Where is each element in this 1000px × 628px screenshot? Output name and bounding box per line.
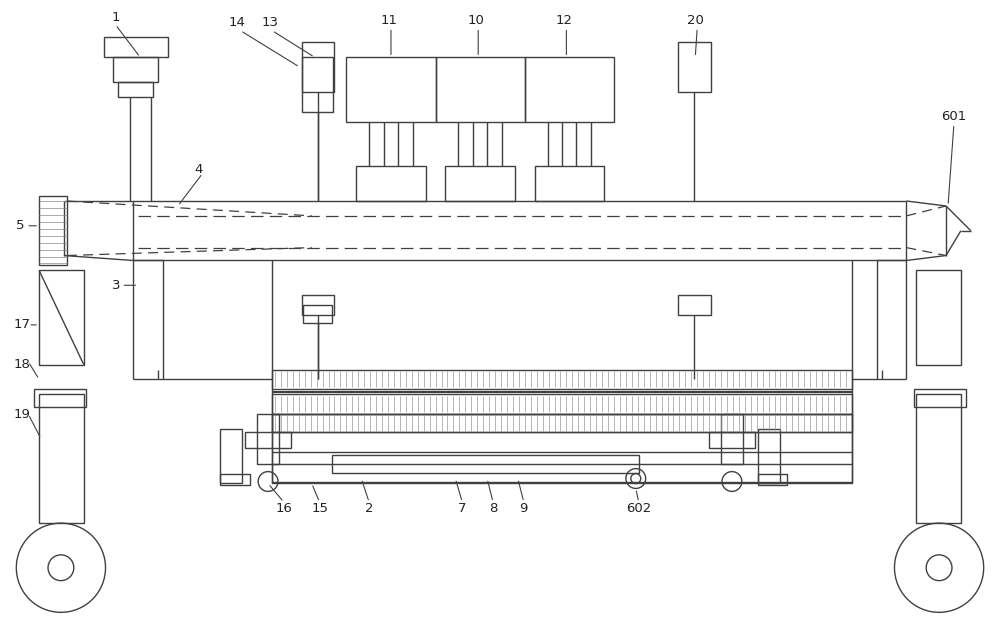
Bar xyxy=(245,432,291,448)
Text: 19: 19 xyxy=(14,408,31,421)
Bar xyxy=(758,429,780,484)
Text: 14: 14 xyxy=(229,16,246,29)
Text: 7: 7 xyxy=(458,502,467,515)
Text: 15: 15 xyxy=(311,502,328,515)
Bar xyxy=(302,57,333,112)
Bar xyxy=(332,455,639,473)
Text: 3: 3 xyxy=(112,279,121,292)
Bar xyxy=(916,394,961,523)
Bar xyxy=(721,414,743,463)
Bar xyxy=(133,201,906,261)
Text: 18: 18 xyxy=(14,358,31,371)
Bar xyxy=(709,432,755,448)
Bar xyxy=(220,429,242,484)
Text: 11: 11 xyxy=(380,14,397,27)
Bar xyxy=(272,394,852,414)
Bar xyxy=(272,414,852,484)
Text: 2: 2 xyxy=(365,502,373,515)
Bar xyxy=(39,271,84,364)
Text: 16: 16 xyxy=(275,502,292,515)
Bar xyxy=(257,414,279,463)
Bar xyxy=(916,271,961,364)
Bar xyxy=(436,57,525,122)
Bar xyxy=(678,43,711,92)
Text: 9: 9 xyxy=(520,502,528,515)
Text: 20: 20 xyxy=(687,14,704,27)
Bar xyxy=(104,38,168,57)
Bar xyxy=(914,389,966,407)
Bar xyxy=(678,295,711,315)
Text: 13: 13 xyxy=(262,16,279,29)
Bar xyxy=(34,389,86,407)
Bar xyxy=(220,474,250,485)
Text: 602: 602 xyxy=(626,502,651,515)
Bar xyxy=(302,295,334,315)
Bar xyxy=(302,43,334,92)
Bar xyxy=(39,394,84,523)
Bar xyxy=(356,166,426,201)
Bar xyxy=(303,305,332,323)
Text: 10: 10 xyxy=(468,14,485,27)
Bar xyxy=(113,57,158,82)
Text: 17: 17 xyxy=(14,318,31,332)
Text: 8: 8 xyxy=(489,502,497,515)
Bar xyxy=(272,414,852,432)
Bar xyxy=(535,166,604,201)
Bar xyxy=(118,82,153,97)
Text: 1: 1 xyxy=(111,11,120,24)
Bar xyxy=(758,474,787,485)
Text: 5: 5 xyxy=(16,219,25,232)
Bar xyxy=(445,166,515,201)
Bar xyxy=(272,369,852,389)
Text: 601: 601 xyxy=(941,111,967,123)
Text: 12: 12 xyxy=(556,14,573,27)
Bar xyxy=(346,57,436,122)
Bar xyxy=(525,57,614,122)
Bar xyxy=(39,196,67,266)
Text: 4: 4 xyxy=(195,163,203,176)
